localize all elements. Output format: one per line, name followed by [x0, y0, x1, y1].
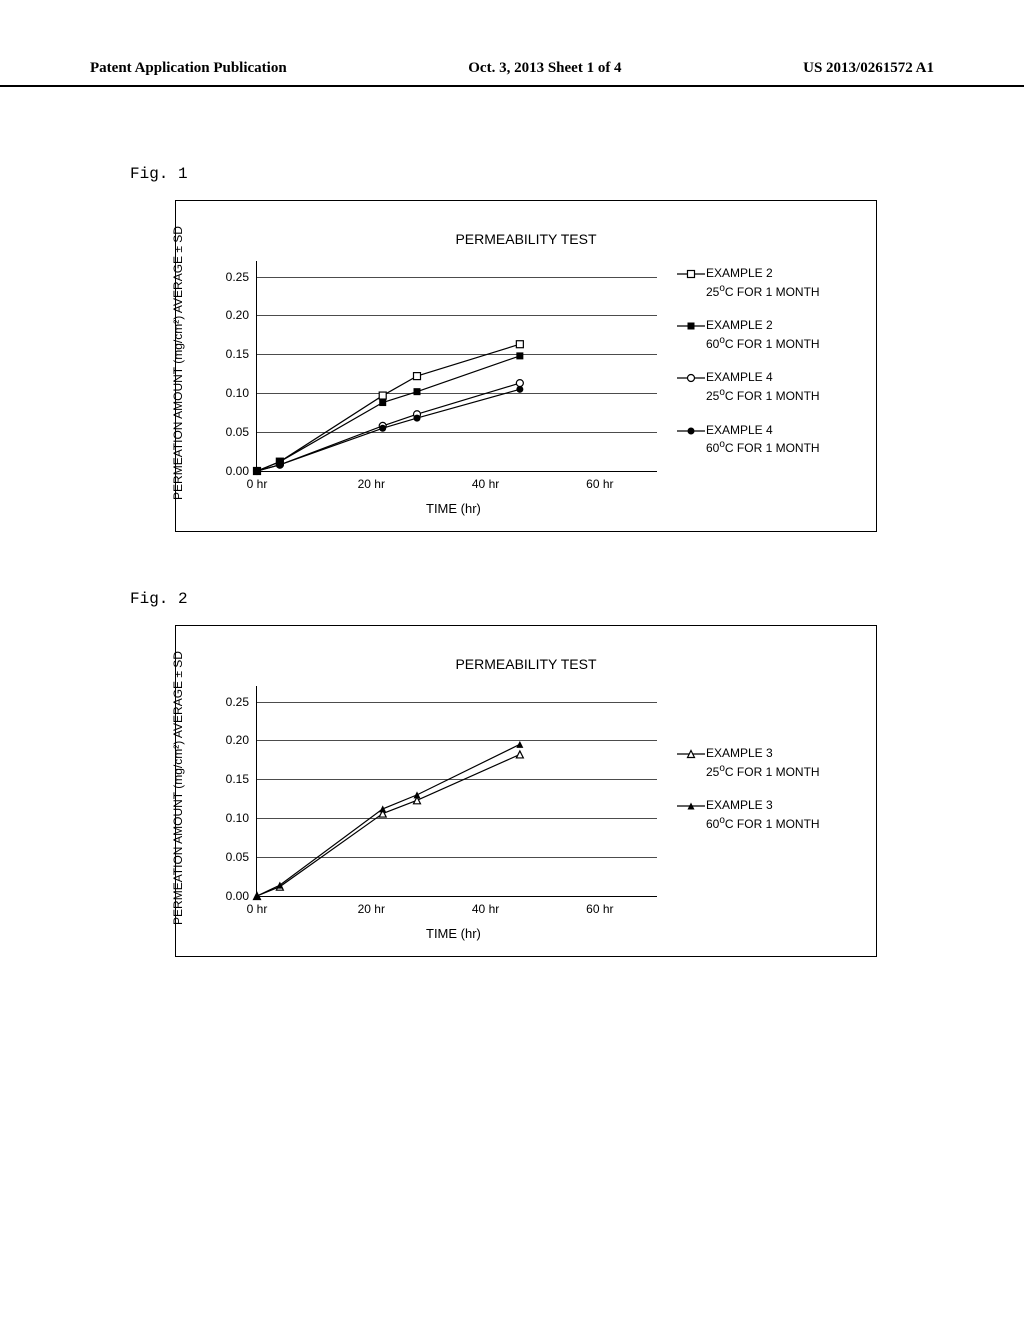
- legend-item: EXAMPLE 425oC FOR 1 MONTH: [676, 370, 820, 404]
- legend: EXAMPLE 325oC FOR 1 MONTH EXAMPLE 360oC F…: [676, 746, 820, 850]
- chart-container: PERMEABILITY TESTPERMEATION AMOUNT (mg/c…: [175, 625, 877, 957]
- series-marker: [379, 399, 386, 406]
- series-marker: [254, 893, 261, 900]
- y-tick-label: 0.15: [226, 772, 249, 786]
- legend-text: EXAMPLE 260oC FOR 1 MONTH: [706, 318, 820, 352]
- x-axis-label: TIME (hr): [426, 926, 481, 941]
- chart-svg: [257, 686, 657, 896]
- legend-item: EXAMPLE 460oC FOR 1 MONTH: [676, 423, 820, 457]
- series-marker: [414, 373, 421, 380]
- y-tick-label: 0.05: [226, 850, 249, 864]
- series-line: [257, 356, 520, 471]
- chart-title: PERMEABILITY TEST: [455, 231, 596, 247]
- y-tick-label: 0.05: [226, 425, 249, 439]
- legend-item: EXAMPLE 360oC FOR 1 MONTH: [676, 798, 820, 832]
- x-tick-label: 0 hr: [247, 477, 268, 491]
- plot-area: 0.000.050.100.150.200.250 hr20 hr40 hr60…: [256, 686, 657, 897]
- legend: EXAMPLE 225oC FOR 1 MONTH EXAMPLE 260oC F…: [676, 266, 820, 475]
- x-tick-label: 0 hr: [247, 902, 268, 916]
- legend-marker: [676, 320, 706, 332]
- x-tick-label: 20 hr: [358, 902, 385, 916]
- y-axis-label: PERMEATION AMOUNT (mg/cm²) AVERAGE ± SD: [171, 226, 185, 500]
- series-line: [257, 754, 520, 896]
- series-marker: [516, 352, 523, 359]
- legend-text: EXAMPLE 325oC FOR 1 MONTH: [706, 746, 820, 780]
- x-tick-label: 20 hr: [358, 477, 385, 491]
- series-marker: [414, 388, 421, 395]
- series-marker: [379, 392, 386, 399]
- legend-item: EXAMPLE 325oC FOR 1 MONTH: [676, 746, 820, 780]
- y-tick-label: 0.25: [226, 695, 249, 709]
- series-marker: [516, 341, 523, 348]
- y-axis-label: PERMEATION AMOUNT (mg/cm²) AVERAGE ± SD: [171, 651, 185, 925]
- legend-marker: [676, 748, 706, 760]
- plot-area: 0.000.050.100.150.200.250 hr20 hr40 hr60…: [256, 261, 657, 472]
- legend-marker: [676, 800, 706, 812]
- y-tick-label: 0.25: [226, 270, 249, 284]
- header-right: US 2013/0261572 A1: [803, 60, 934, 77]
- series-line: [257, 744, 520, 896]
- series-marker: [516, 751, 523, 758]
- legend-text: EXAMPLE 360oC FOR 1 MONTH: [706, 798, 820, 832]
- series-marker: [516, 386, 523, 393]
- header-center: Oct. 3, 2013 Sheet 1 of 4: [468, 60, 621, 77]
- x-tick-label: 40 hr: [472, 902, 499, 916]
- y-tick-label: 0.00: [226, 889, 249, 903]
- chart-container: PERMEABILITY TESTPERMEATION AMOUNT (mg/c…: [175, 200, 877, 532]
- series-line: [257, 389, 520, 471]
- legend-item: EXAMPLE 260oC FOR 1 MONTH: [676, 318, 820, 352]
- series-marker: [516, 741, 523, 748]
- series-marker: [414, 791, 421, 798]
- header-left: Patent Application Publication: [90, 60, 287, 77]
- x-tick-label: 60 hr: [586, 477, 613, 491]
- page: Patent Application Publication Oct. 3, 2…: [0, 0, 1024, 1320]
- series-marker: [379, 805, 386, 812]
- legend-text: EXAMPLE 425oC FOR 1 MONTH: [706, 370, 820, 404]
- legend-item: EXAMPLE 225oC FOR 1 MONTH: [676, 266, 820, 300]
- x-tick-label: 40 hr: [472, 477, 499, 491]
- series-marker: [276, 461, 283, 468]
- y-tick-label: 0.20: [226, 308, 249, 322]
- legend-text: EXAMPLE 225oC FOR 1 MONTH: [706, 266, 820, 300]
- series-marker: [414, 415, 421, 422]
- series-marker: [516, 380, 523, 387]
- x-axis-label: TIME (hr): [426, 501, 481, 516]
- y-tick-label: 0.10: [226, 386, 249, 400]
- legend-marker: [676, 425, 706, 437]
- figure-label: Fig. 1: [130, 165, 188, 183]
- y-tick-label: 0.00: [226, 464, 249, 478]
- y-tick-label: 0.20: [226, 733, 249, 747]
- chart-svg: [257, 261, 657, 471]
- series-marker: [379, 425, 386, 432]
- series-marker: [254, 468, 261, 475]
- legend-marker: [676, 372, 706, 384]
- figure-label: Fig. 2: [130, 590, 188, 608]
- legend-marker: [676, 268, 706, 280]
- y-tick-label: 0.15: [226, 347, 249, 361]
- chart-title: PERMEABILITY TEST: [455, 656, 596, 672]
- page-header: Patent Application Publication Oct. 3, 2…: [0, 60, 1024, 87]
- x-tick-label: 60 hr: [586, 902, 613, 916]
- y-tick-label: 0.10: [226, 811, 249, 825]
- legend-text: EXAMPLE 460oC FOR 1 MONTH: [706, 423, 820, 457]
